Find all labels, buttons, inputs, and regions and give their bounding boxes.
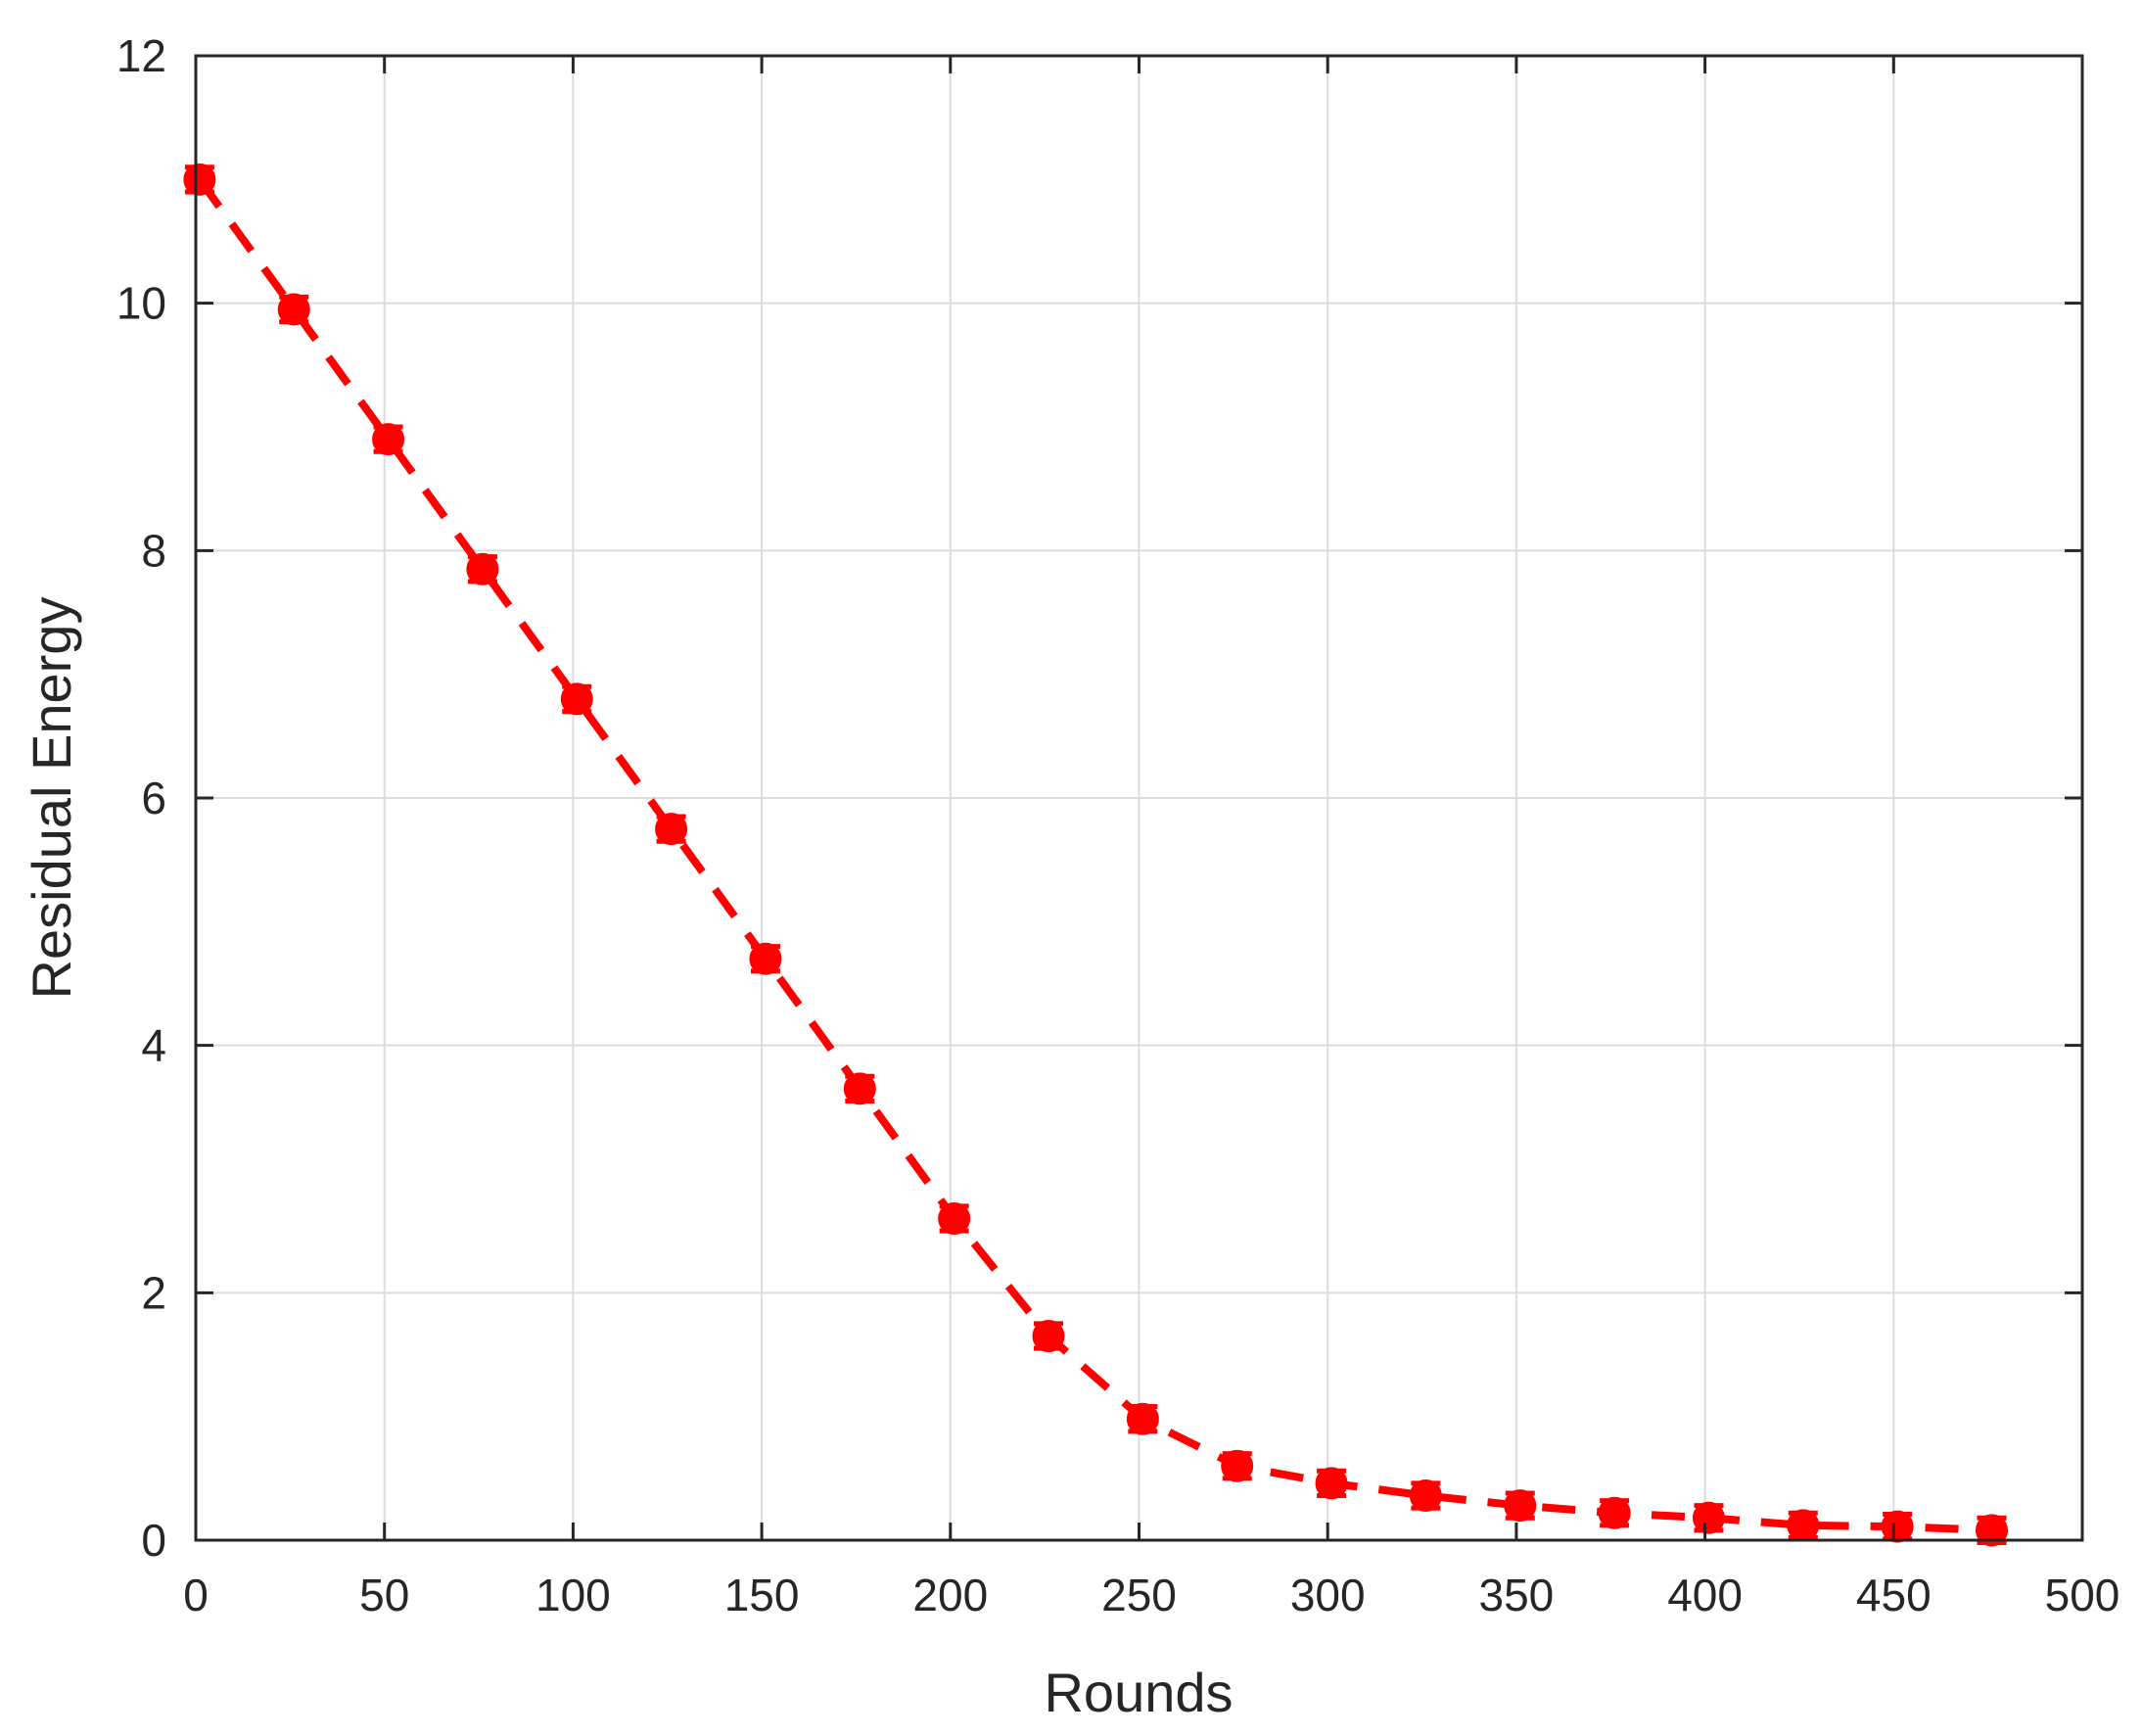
y-tick-label: 2: [141, 1267, 166, 1318]
data-point: [183, 163, 216, 196]
data-point: [1126, 1402, 1159, 1435]
axis-ticks: 0 50 100 150 200 250 300 350 400 450 500 0 2 4 6 8 10 12: [116, 30, 2120, 1620]
x-tick-label: 500: [2045, 1570, 2120, 1620]
data-point: [938, 1202, 971, 1236]
data-point: [655, 813, 688, 846]
y-tick-label: 6: [141, 773, 166, 823]
x-tick-label: 200: [912, 1570, 988, 1620]
y-axis-label: Residual Energy: [21, 597, 82, 1000]
data-point: [1976, 1514, 2009, 1547]
y-tick-label: 12: [116, 30, 166, 81]
x-tick-label: 350: [1479, 1570, 1555, 1620]
data-series: [183, 163, 2009, 1547]
data-point: [1598, 1496, 1631, 1529]
data-point: [749, 942, 782, 975]
data-point: [277, 293, 310, 326]
data-point: [1504, 1489, 1537, 1523]
series-line: [196, 176, 1992, 1534]
x-tick-label: 50: [359, 1570, 409, 1620]
x-tick-label: 0: [183, 1570, 209, 1620]
x-tick-label: 400: [1667, 1570, 1743, 1620]
y-tick-label: 0: [141, 1515, 166, 1566]
data-point: [1221, 1449, 1254, 1482]
y-tick-label: 10: [116, 278, 166, 329]
y-tick-label: 8: [141, 525, 166, 576]
x-tick-label: 150: [724, 1570, 800, 1620]
data-point: [1787, 1509, 1820, 1542]
data-point: [372, 423, 405, 456]
x-tick-label: 100: [536, 1570, 611, 1620]
data-point: [843, 1072, 876, 1105]
y-tick-label: 4: [141, 1020, 166, 1071]
x-axis-label: Rounds: [1044, 1662, 1233, 1723]
x-tick-label: 250: [1101, 1570, 1177, 1620]
data-point: [466, 552, 499, 586]
x-tick-label: 450: [1856, 1570, 1932, 1620]
data-point: [1881, 1510, 1914, 1543]
x-tick-label: 300: [1290, 1570, 1366, 1620]
data-point: [1032, 1320, 1065, 1353]
data-point: [1692, 1501, 1725, 1534]
data-point: [1315, 1467, 1348, 1500]
data-point: [1409, 1479, 1442, 1513]
data-point: [560, 682, 593, 716]
